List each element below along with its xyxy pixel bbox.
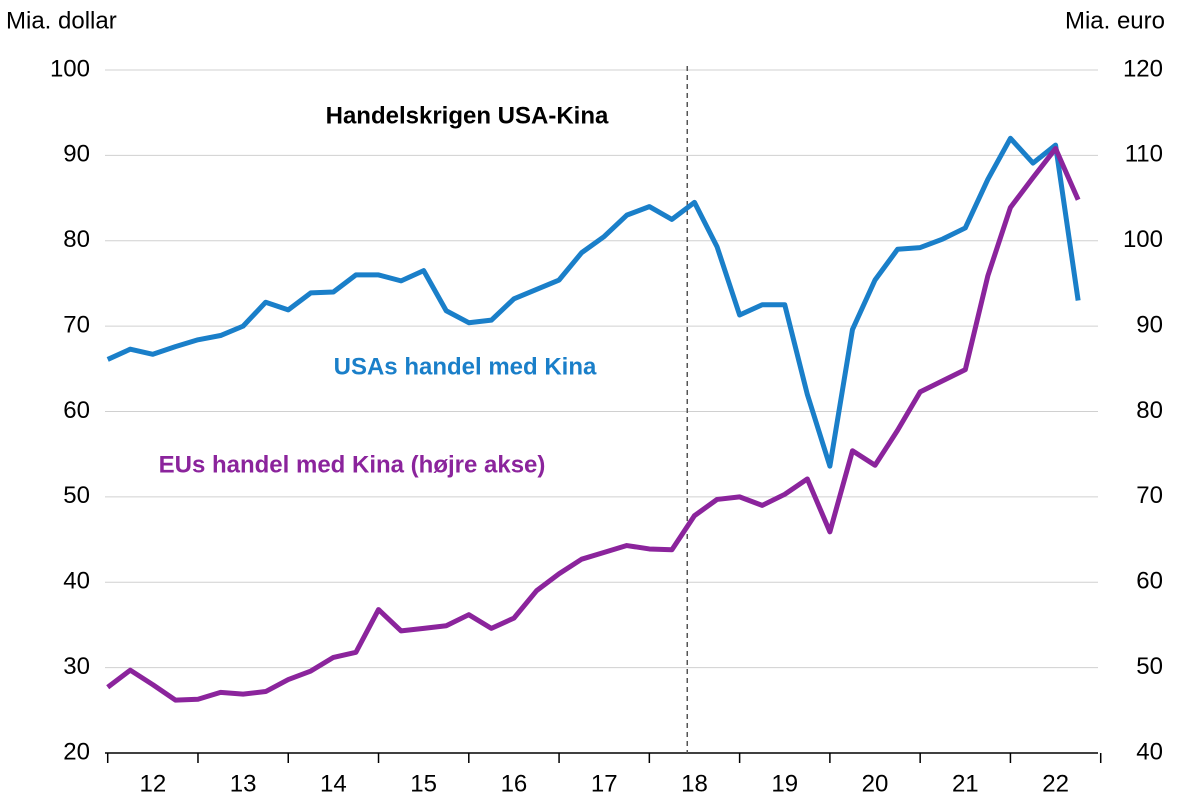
series-label: EUs handel med Kina (højre akse)	[159, 451, 546, 478]
y-tick-label: 50	[63, 482, 90, 509]
x-tick-label: 13	[230, 770, 257, 797]
y-tick-label: 90	[63, 141, 90, 168]
y-tick-label: 70	[63, 311, 90, 338]
series-line	[106, 135, 1081, 469]
y2-tick-label: 90	[1136, 311, 1163, 338]
y2-axis-label: Mia. euro	[1065, 7, 1165, 34]
chart-title: Handelskrigen USA-Kina	[326, 102, 609, 129]
y2-tick-label: 40	[1136, 738, 1163, 765]
y-tick-label: 100	[50, 55, 90, 82]
x-tick-label: 19	[771, 770, 798, 797]
y2-tick-label: 120	[1123, 55, 1163, 82]
y-tick-label: 60	[63, 397, 90, 424]
x-tick-label: 15	[410, 770, 437, 797]
x-tick-label: 18	[681, 770, 708, 797]
y-tick-label: 40	[63, 568, 90, 595]
x-tick-label: 21	[952, 770, 979, 797]
y-tick-label: 80	[63, 226, 90, 253]
y2-tick-label: 50	[1136, 653, 1163, 680]
y2-tick-label: 70	[1136, 482, 1163, 509]
y2-tick-label: 60	[1136, 568, 1163, 595]
x-tick-label: 22	[1042, 770, 1069, 797]
x-tick-label: 14	[320, 770, 347, 797]
x-tick-label: 12	[139, 770, 166, 797]
y2-tick-label: 80	[1136, 397, 1163, 424]
y2-tick-label: 100	[1123, 226, 1163, 253]
y-tick-label: 20	[63, 738, 90, 765]
series-label: USAs handel med Kina	[334, 353, 597, 380]
series-line	[106, 146, 1081, 703]
y-tick-label: 30	[63, 653, 90, 680]
y2-tick-label: 110	[1125, 141, 1163, 168]
x-tick-label: 17	[591, 770, 618, 797]
x-tick-label: 16	[501, 770, 528, 797]
x-tick-label: 20	[862, 770, 889, 797]
y-axis-label: Mia. dollar	[6, 7, 117, 34]
